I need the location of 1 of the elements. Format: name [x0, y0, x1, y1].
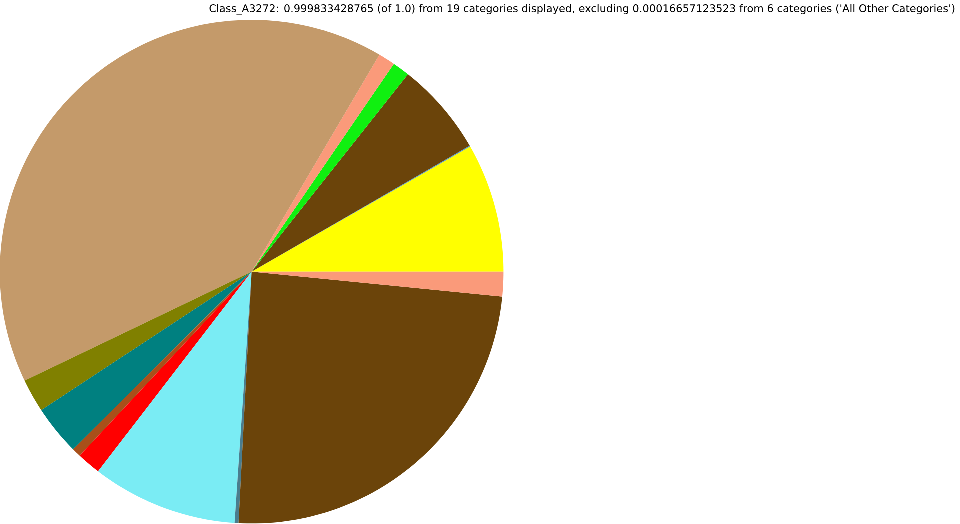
text: Class_A3272: 0.999833428765 (of 1.0) from 19 categories displayed, excluding 0.00016657123523 from 6 categories ('All Other Categories')	[210, 4, 955, 15]
